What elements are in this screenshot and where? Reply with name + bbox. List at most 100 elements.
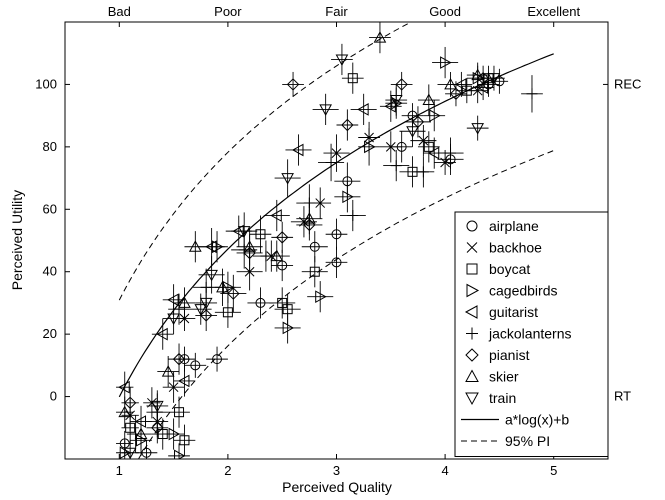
legend-label: 95% PI — [505, 433, 550, 449]
y-tick-label: 0 — [50, 389, 57, 404]
y-tick-label: 40 — [43, 264, 57, 279]
data-point-guitarist — [270, 209, 282, 222]
x-tick-label: 3 — [333, 463, 340, 478]
data-point-guitarist — [291, 143, 304, 157]
data-point-airplane — [190, 360, 201, 371]
data-point-airplane — [255, 297, 266, 308]
data-point-skier — [303, 212, 316, 224]
x-tick-label: 4 — [441, 463, 448, 478]
legend-label: guitarist — [489, 304, 538, 320]
data-point-cagedbirds — [315, 290, 327, 304]
top-tick-label: Excellent — [527, 4, 580, 19]
data-point-guitarist — [357, 103, 369, 116]
legend-label: jackolanterns — [488, 326, 572, 342]
x-tick-label: 1 — [116, 463, 123, 478]
data-point-pianist — [341, 118, 354, 132]
data-point-train — [487, 73, 501, 85]
data-point-boycat — [461, 85, 472, 96]
legend-marker-pianist — [465, 348, 479, 362]
right-tick-label: REC — [614, 76, 641, 91]
data-point-skier — [444, 77, 457, 90]
data-point-train — [123, 447, 137, 459]
series-train — [121, 43, 505, 459]
data-point-jackolanterns — [526, 88, 538, 100]
data-point-cagedbirds — [282, 321, 295, 335]
data-point-train — [199, 297, 213, 310]
y-tick-label: 60 — [43, 201, 57, 216]
data-point-backhoe — [168, 382, 179, 393]
legend-label: a*log(x)+b — [505, 412, 569, 428]
data-point-pianist — [123, 396, 137, 410]
legend-marker-airplane — [466, 220, 478, 232]
data-point-pianist — [275, 231, 289, 244]
data-point-pianist — [286, 78, 300, 91]
data-point-train — [281, 173, 294, 185]
legend-marker-cagedbirds — [466, 283, 480, 298]
data-point-pianist — [227, 287, 240, 300]
data-point-train — [471, 123, 485, 135]
data-point-cagedbirds — [440, 56, 452, 69]
legend-marker-jackolanterns — [466, 327, 478, 340]
axis-ticks: 1 2 3 4 5 0 20 40 60 80 100 Bad Poor Fair Good Excellen… — [35, 4, 641, 478]
data-point-boycat — [309, 266, 320, 277]
data-point-airplane — [331, 229, 342, 240]
data-point-train — [205, 269, 218, 282]
data-point-skier — [178, 296, 191, 308]
legend-label: cagedbirds — [489, 283, 558, 299]
legend-label: boycat — [489, 261, 530, 277]
data-point-boycat — [174, 407, 185, 418]
pi-upper-line — [118, 22, 413, 301]
data-point-pianist — [172, 352, 186, 366]
x-tick-label: 5 — [550, 463, 557, 478]
data-point-guitarist — [156, 327, 168, 341]
data-point-cagedbirds — [136, 433, 148, 447]
data-point-boycat — [125, 422, 136, 433]
data-point-boycat — [179, 435, 190, 446]
data-points — [116, 22, 543, 459]
data-point-airplane — [212, 354, 223, 365]
top-tick-label: Bad — [108, 4, 131, 19]
data-point-train — [389, 95, 403, 107]
legend: airplane backhoe boycat cagedbirds guitarist… — [454, 211, 609, 457]
data-point-airplane — [141, 447, 152, 458]
data-point-cagedbirds — [364, 140, 376, 154]
data-point-pianist — [449, 87, 463, 100]
series-skier — [116, 22, 489, 450]
data-point-boycat — [423, 141, 434, 152]
legend-marker-guitarist — [464, 305, 478, 319]
data-point-skier — [216, 280, 229, 293]
data-point-cagedbirds — [168, 427, 181, 441]
data-point-jackolanterns — [325, 156, 337, 168]
data-point-airplane — [309, 241, 320, 252]
data-point-guitarist — [177, 374, 190, 388]
data-point-train — [406, 126, 419, 138]
y-axis-label: Perceived Utility — [9, 190, 25, 290]
data-point-guitarist — [167, 293, 179, 307]
data-point-guitarist — [454, 78, 467, 91]
legend-marker-train — [465, 392, 479, 406]
data-point-jackolanterns — [390, 160, 402, 172]
y-tick-label: 100 — [35, 76, 57, 91]
top-tick-label: Good — [429, 4, 461, 19]
data-point-cagedbirds — [429, 109, 441, 122]
data-point-backhoe — [331, 148, 342, 158]
data-point-guitarist — [118, 380, 130, 394]
data-point-backhoe — [418, 135, 429, 146]
data-point-skier — [118, 405, 132, 418]
legend-marker-boycat — [466, 263, 478, 275]
data-point-skier — [188, 240, 202, 252]
legend-label: backhoe — [489, 240, 542, 256]
data-point-jackolanterns — [445, 147, 457, 159]
data-point-boycat — [347, 73, 358, 84]
legend-box — [454, 211, 609, 457]
legend-marker-backhoe — [466, 242, 478, 253]
data-point-skier — [471, 68, 485, 81]
data-point-skier — [373, 31, 387, 43]
data-point-jackolanterns — [347, 210, 359, 222]
data-point-pianist — [199, 309, 213, 322]
data-point-boycat — [255, 229, 266, 240]
data-point-backhoe — [385, 142, 396, 152]
data-point-skier — [161, 365, 175, 377]
data-point-skier — [270, 249, 284, 262]
data-point-jackolanterns — [173, 303, 185, 315]
